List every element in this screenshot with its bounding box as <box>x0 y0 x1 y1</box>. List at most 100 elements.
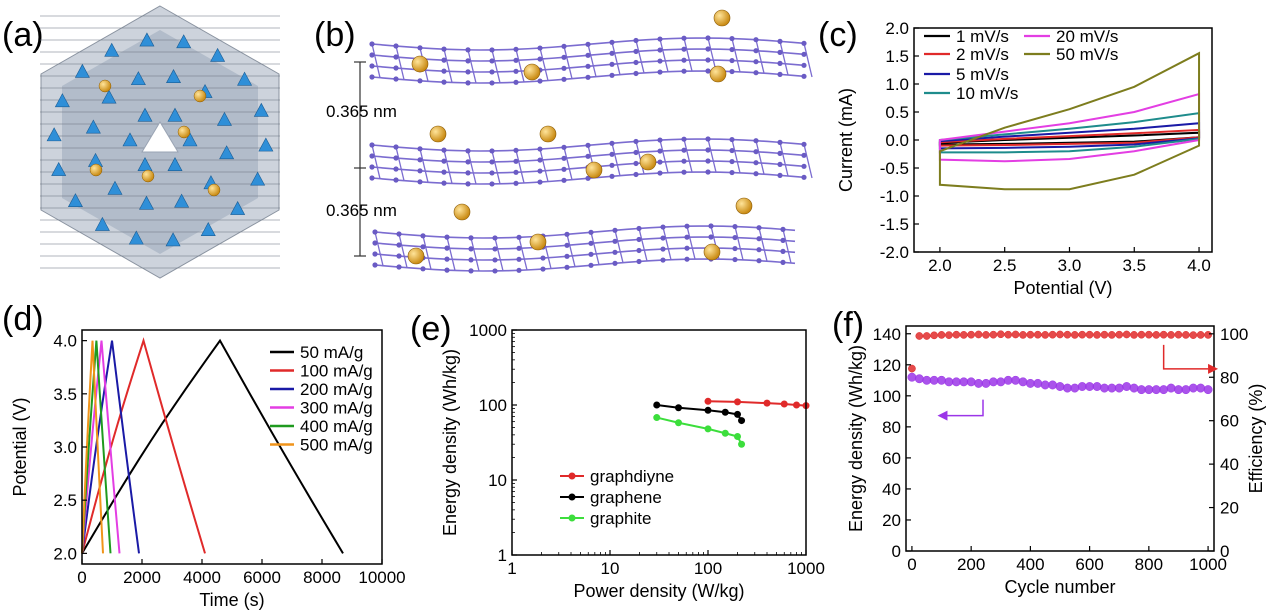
ragone-point <box>721 429 729 437</box>
carbon-atom <box>516 245 522 251</box>
carbon-atom <box>732 245 738 252</box>
lithium-channel <box>230 200 246 215</box>
y-right-tick-label: 40 <box>1220 455 1239 474</box>
lithium-channel <box>174 193 190 208</box>
x-tick-label: 2.5 <box>993 256 1017 275</box>
carbon-bond <box>539 47 549 81</box>
carbon-atom <box>561 166 567 172</box>
carbon-atom <box>780 237 786 243</box>
carbon-atom <box>609 39 615 45</box>
carbon-atom <box>540 266 546 272</box>
lithium-ion <box>713 9 731 27</box>
ragone-point <box>653 401 661 409</box>
y-tick-label: 2.0 <box>53 544 77 563</box>
carbon-atom <box>705 46 711 52</box>
y-axis-label: Potential (V) <box>10 397 30 496</box>
carbon-atom <box>585 63 591 69</box>
energy-point <box>1129 383 1139 393</box>
carbon-atom <box>633 59 639 66</box>
carbon-bond <box>779 142 789 177</box>
carbon-bond <box>755 140 765 175</box>
energy-point <box>937 375 946 385</box>
legend-label: 2 mV/s <box>956 45 1009 64</box>
carbon-atom <box>564 264 570 270</box>
carbon-atom <box>561 177 567 183</box>
carbon-atom <box>417 78 423 84</box>
carbon-atom <box>729 35 735 42</box>
carbon-atom <box>588 240 594 246</box>
efficiency-point <box>996 330 1005 339</box>
legend-label: 10 mV/s <box>956 84 1018 103</box>
carbon-atom <box>660 235 666 241</box>
carbon-atom <box>396 242 402 248</box>
y-tick-label: 0.0 <box>885 131 909 150</box>
y-tick-label: 10 <box>488 471 507 490</box>
carbon-atom <box>684 245 690 251</box>
x-tick-label: 200 <box>957 555 985 574</box>
carbon-atom <box>369 63 375 69</box>
carbon-atom <box>564 242 570 248</box>
carbon-atom <box>444 267 450 273</box>
carbon-atom <box>633 138 639 145</box>
lithium-channel <box>237 71 253 86</box>
lithium-ion <box>193 89 207 103</box>
carbon-atom <box>468 268 474 274</box>
gcd-curve-500-ma-g <box>81 340 104 554</box>
panel-label-c: (c) <box>818 16 858 54</box>
carbon-atom <box>657 159 663 165</box>
energy-point <box>1085 382 1095 391</box>
carbon-atom <box>537 168 543 174</box>
ragone-line-graphdiyne <box>707 400 807 407</box>
carbon-atom <box>561 43 567 49</box>
legend-label: graphene <box>590 488 662 507</box>
y-right-tick-label: 100 <box>1220 325 1248 344</box>
carbon-bond <box>635 141 645 175</box>
y-tick-label: 4.0 <box>53 332 77 351</box>
efficiency-point <box>1174 330 1183 339</box>
carbon-bond <box>566 234 576 267</box>
carbon-atom <box>489 58 495 64</box>
x-tick-label: 0 <box>907 555 916 574</box>
energy-point <box>1107 383 1117 393</box>
y-tick-label: -0.5 <box>880 159 909 178</box>
efficiency-point <box>1093 331 1101 339</box>
efficiency-point <box>1189 331 1198 339</box>
carbon-atom <box>681 46 687 52</box>
carbon-atom <box>588 229 594 235</box>
carbon-atom <box>417 146 423 152</box>
carbon-atom <box>585 153 591 159</box>
carbon-bond <box>638 228 648 262</box>
x-tick-label: 800 <box>1135 555 1163 574</box>
legend-marker <box>568 472 576 480</box>
y-tick-label: 3.0 <box>53 438 77 457</box>
carbon-atom <box>609 72 615 78</box>
lithium-ion <box>207 183 221 197</box>
lithium-ion <box>429 125 447 143</box>
y-tick-label: -1.5 <box>880 215 909 234</box>
carbon-atom <box>372 262 378 268</box>
efficiency-axis-arrow <box>1162 344 1209 370</box>
carbon-atom <box>657 69 663 75</box>
carbon-bond <box>686 226 696 260</box>
lithium-ion <box>453 203 471 221</box>
lithium-ion <box>407 247 425 265</box>
carbon-atom <box>393 54 399 60</box>
energy-point <box>1144 385 1154 395</box>
carbon-atom <box>732 256 738 263</box>
panel-label-e: (e) <box>410 310 452 348</box>
graphdiyne-layer <box>369 35 813 86</box>
carbon-atom <box>564 253 570 259</box>
carbon-bond <box>494 237 504 271</box>
x-tick-label: 10 <box>601 559 620 578</box>
carbon-bond <box>446 236 456 271</box>
carbon-atom <box>780 226 786 232</box>
carbon-atom <box>657 47 663 53</box>
carbon-atom <box>465 181 471 187</box>
energy-point <box>1174 385 1183 395</box>
gcd-curve-50-ma-g <box>81 338 344 554</box>
carbon-atom <box>705 136 711 142</box>
carbon-atom <box>753 149 759 155</box>
carbon-atom <box>636 247 642 254</box>
energy-point <box>951 377 961 387</box>
y-right-tick-label: 0 <box>1220 542 1229 561</box>
